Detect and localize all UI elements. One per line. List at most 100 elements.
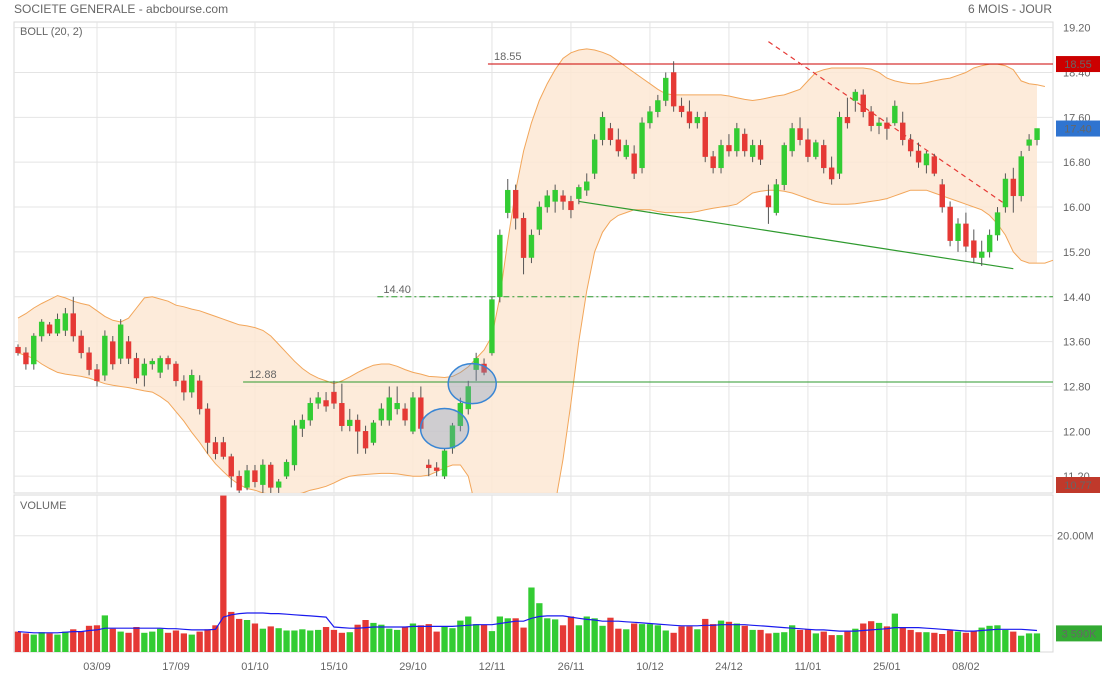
volume-bar (520, 627, 527, 652)
candle-body (465, 386, 471, 410)
candle-body (939, 184, 945, 208)
level-label: 18.55 (494, 51, 522, 63)
volume-bar (994, 625, 1001, 652)
candle-body (994, 212, 1001, 236)
volume-bar (425, 624, 432, 652)
volume-bar (449, 628, 456, 652)
candle-body (844, 117, 851, 124)
volume-bar (133, 627, 140, 652)
volume-bar (773, 632, 780, 652)
candle-body (568, 201, 574, 211)
volume-bar (725, 621, 733, 652)
candle-body (923, 153, 930, 166)
candle-body (410, 397, 416, 432)
volume-bar (204, 629, 211, 652)
candle-body (220, 442, 227, 457)
volume-bar (591, 618, 598, 652)
candle-body (907, 139, 914, 152)
volume-plot-group (14, 495, 1041, 652)
volume-bar (559, 625, 567, 652)
candle-body (663, 77, 669, 101)
x-tick-label: 11/01 (795, 661, 822, 673)
chart-title: SOCIETE GENERALE - abcbourse.com (14, 2, 229, 16)
volume-bar (868, 621, 875, 652)
bollinger-label: BOLL (20, 2) (20, 26, 83, 38)
candle-body (631, 153, 637, 174)
candle-body (252, 470, 258, 483)
candle-body (892, 105, 898, 124)
candle-body (189, 375, 195, 393)
price-plot-group: 18.55 14.40 12.88 (15, 41, 1053, 493)
candle-body (805, 139, 811, 157)
volume-bar (638, 624, 646, 652)
volume-bar (946, 630, 954, 652)
volume-bar (978, 627, 985, 652)
candle-body (655, 100, 661, 112)
candle-body (402, 408, 408, 421)
candle-body (94, 369, 100, 382)
volume-bar (307, 630, 314, 652)
candle-body (307, 403, 313, 421)
volume-bar (465, 616, 472, 652)
volume-bar (702, 618, 709, 652)
candle-body (1010, 178, 1017, 197)
candle-body (157, 358, 163, 373)
volume-tick-label: 20.00M (1057, 531, 1094, 543)
volume-bar (939, 634, 946, 652)
candle-body (931, 156, 938, 174)
candle-body (900, 122, 906, 140)
volume-bar (1018, 635, 1025, 652)
volume-label: VOLUME (20, 500, 66, 512)
candle-body (15, 346, 21, 354)
level-label: 14.40 (383, 284, 411, 296)
candle-body (789, 128, 795, 152)
volume-bar (852, 628, 859, 652)
candle-body (821, 145, 827, 169)
volume-bar (101, 615, 108, 652)
volume-bar (796, 629, 804, 652)
candle-body (781, 145, 787, 185)
candle-body (718, 145, 724, 169)
volume-bar (93, 625, 101, 652)
volume-bar (567, 616, 575, 652)
bollinger-lower-line (17, 189, 1053, 493)
volume-bar (631, 623, 638, 652)
candle-body (647, 111, 653, 124)
volume-bar (662, 630, 669, 652)
candle-body (110, 341, 116, 365)
price-tick-label: 19.20 (1063, 23, 1091, 35)
volume-bar (875, 622, 883, 652)
volume-bar (164, 632, 172, 652)
x-tick-label: 24/12 (715, 661, 743, 673)
candle-body (331, 391, 337, 404)
volume-bar (646, 624, 654, 652)
volume-bar (812, 633, 819, 652)
volume-bar (251, 623, 259, 652)
candle-body (544, 195, 550, 208)
volume-bar (259, 628, 266, 652)
candle-body (1018, 156, 1024, 197)
candle-body (31, 335, 37, 365)
candle-body (102, 335, 108, 376)
volume-bar (417, 625, 424, 652)
candle-body (520, 218, 527, 258)
volume-bar (694, 629, 701, 652)
candle-body (528, 234, 535, 258)
volume-bar (623, 629, 630, 652)
candle-body (339, 403, 345, 426)
candle-body (117, 324, 124, 359)
x-tick-label: 12/11 (479, 661, 506, 673)
candle-body (260, 464, 266, 485)
volume-bar (528, 587, 535, 652)
volume-bar (85, 625, 93, 652)
candle-body (38, 321, 45, 337)
volume-bar (686, 626, 693, 652)
volume-bar (322, 627, 330, 652)
candle-body (955, 223, 961, 241)
candle-body (236, 475, 242, 491)
candle-body (133, 358, 140, 379)
volume-bar (915, 632, 922, 652)
volume-bar (236, 618, 243, 652)
volume-bar (828, 635, 835, 652)
volume-bar (678, 626, 685, 652)
